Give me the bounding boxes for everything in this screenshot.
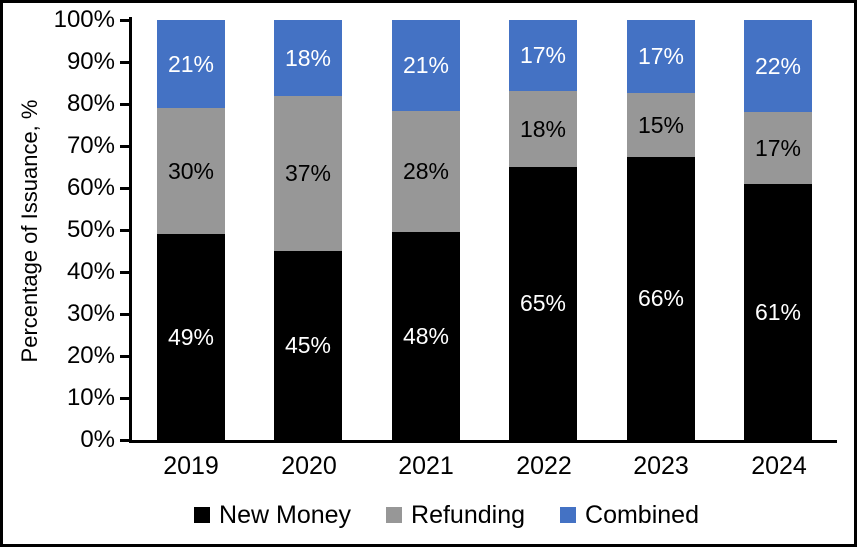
y-tick-mark bbox=[120, 103, 129, 106]
bar-segment-refunding-2019 bbox=[157, 108, 225, 234]
bar-label: 17% bbox=[519, 42, 567, 68]
bar-label: 15% bbox=[637, 111, 685, 138]
legend-label: Combined bbox=[585, 501, 699, 529]
y-tick-label: 30% bbox=[66, 300, 115, 327]
y-tick-label: 0% bbox=[80, 426, 115, 453]
bar-segment-combined-2021 bbox=[392, 20, 460, 111]
bar-label: 18% bbox=[519, 115, 567, 142]
bar-label: 18% bbox=[284, 44, 332, 71]
legend-item-refunding: Refunding bbox=[386, 501, 525, 529]
bar-segment-refunding-2022 bbox=[509, 91, 577, 167]
x-tick-label: 2021 bbox=[398, 452, 454, 480]
legend-item-new-money: New Money bbox=[194, 501, 351, 529]
bar-segment-refunding-2024 bbox=[744, 112, 812, 184]
y-tick-mark bbox=[120, 439, 129, 442]
x-tick-label: 2019 bbox=[163, 452, 219, 480]
y-tick-label: 90% bbox=[66, 48, 115, 75]
y-tick-mark bbox=[120, 271, 129, 274]
bar-segment-refunding-2020 bbox=[274, 96, 342, 251]
y-tick-label: 70% bbox=[66, 132, 115, 159]
bar-label: 28% bbox=[402, 158, 450, 184]
bar-label: 22% bbox=[754, 52, 802, 79]
x-tick-label: 2022 bbox=[516, 452, 572, 480]
bar-segment-new-money-2023 bbox=[627, 157, 695, 440]
y-tick-label: 60% bbox=[66, 174, 115, 201]
y-axis-line bbox=[129, 17, 132, 443]
x-tick-label: 2024 bbox=[751, 452, 807, 480]
bar-segment-combined-2023 bbox=[627, 20, 695, 93]
bar-label: 30% bbox=[167, 157, 215, 184]
y-tick-label: 50% bbox=[66, 216, 115, 243]
bar-label: 37% bbox=[284, 160, 332, 186]
y-tick-mark bbox=[120, 61, 129, 64]
bar-segment-combined-2022 bbox=[509, 20, 577, 91]
legend-label: New Money bbox=[219, 501, 352, 529]
bar-label: 45% bbox=[284, 332, 332, 358]
bar-segment-new-money-2021 bbox=[392, 232, 460, 440]
y-tick-mark bbox=[120, 19, 129, 22]
y-tick-mark bbox=[120, 397, 129, 400]
x-axis-line bbox=[129, 440, 837, 443]
bar-segment-new-money-2022 bbox=[509, 167, 577, 440]
bar-segment-refunding-2023 bbox=[627, 93, 695, 157]
y-tick-mark bbox=[120, 313, 129, 316]
x-tick-label: 2023 bbox=[633, 452, 689, 480]
legend-label: Refunding bbox=[411, 501, 526, 529]
bar-segment-combined-2020 bbox=[274, 20, 342, 96]
bar-label: 21% bbox=[402, 52, 450, 78]
bar-segment-combined-2024 bbox=[744, 20, 812, 112]
bar-segment-new-money-2020 bbox=[274, 251, 342, 440]
y-tick-mark bbox=[120, 145, 129, 148]
y-tick-mark bbox=[120, 187, 129, 190]
bar-segment-new-money-2024 bbox=[744, 184, 812, 440]
bar-segment-refunding-2021 bbox=[392, 111, 460, 232]
bar-segment-new-money-2019 bbox=[157, 234, 225, 440]
bar-label: 49% bbox=[167, 323, 215, 350]
legend-item-combined: Combined bbox=[560, 501, 699, 529]
y-tick-mark bbox=[120, 355, 129, 358]
legend-swatch-icon bbox=[194, 507, 211, 523]
legend: New Money Refunding Combined bbox=[63, 497, 830, 533]
y-tick-mark bbox=[120, 229, 129, 232]
bar-label: 61% bbox=[754, 298, 802, 325]
legend-swatch-icon bbox=[560, 507, 577, 523]
bar-label: 21% bbox=[167, 50, 215, 77]
bar-label: 66% bbox=[637, 285, 685, 311]
bar-label: 17% bbox=[754, 134, 802, 161]
bar-label: 17% bbox=[637, 43, 685, 69]
y-tick-label: 100% bbox=[53, 6, 115, 33]
y-tick-label: 80% bbox=[66, 90, 115, 117]
legend-swatch-icon bbox=[386, 507, 403, 523]
bar-label: 48% bbox=[402, 322, 450, 349]
x-tick-label: 2020 bbox=[281, 452, 337, 480]
y-tick-label: 20% bbox=[66, 342, 115, 369]
bar-segment-combined-2019 bbox=[157, 20, 225, 108]
y-tick-label: 40% bbox=[66, 258, 115, 285]
bar-label: 65% bbox=[519, 290, 567, 316]
y-tick-label: 10% bbox=[66, 384, 115, 411]
